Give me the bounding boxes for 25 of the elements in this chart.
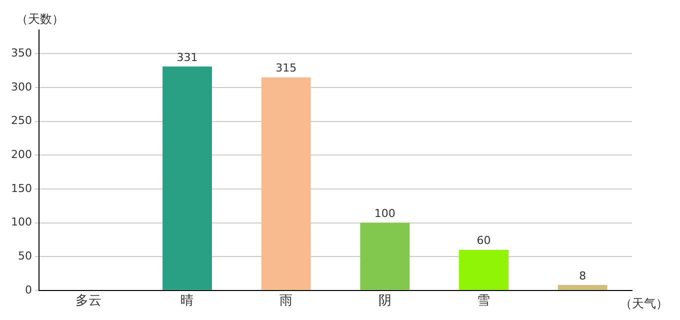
bar	[162, 66, 212, 290]
y-tick-label: 150	[10, 182, 32, 195]
y-tick-label: 100	[10, 216, 32, 229]
data-label: 315	[276, 62, 297, 75]
data-label: 60	[476, 234, 491, 248]
x-tick-label: 雨	[280, 294, 293, 309]
bar	[261, 77, 311, 290]
y-tick-label: 300	[10, 80, 32, 94]
x-tick-label: 雪	[477, 294, 490, 309]
y-tick-label: 350	[10, 46, 32, 60]
y-axis-title: （天数）	[16, 12, 64, 26]
bar	[459, 250, 508, 290]
data-label: 100	[374, 207, 396, 220]
y-tick-label: 200	[10, 148, 32, 161]
x-tick-label: 多云	[75, 294, 102, 309]
x-tick-label: 阴	[378, 294, 392, 309]
y-tick-label: 250	[10, 114, 32, 128]
bar	[360, 222, 410, 290]
y-tick-label: 50	[18, 249, 32, 262]
y-tick-label: 0	[24, 283, 32, 296]
bar	[558, 284, 608, 290]
x-axis-title: （天气）	[620, 296, 668, 311]
data-label: 8	[579, 269, 586, 282]
data-label: 331	[176, 50, 198, 64]
x-tick-label: 晴	[180, 294, 194, 309]
